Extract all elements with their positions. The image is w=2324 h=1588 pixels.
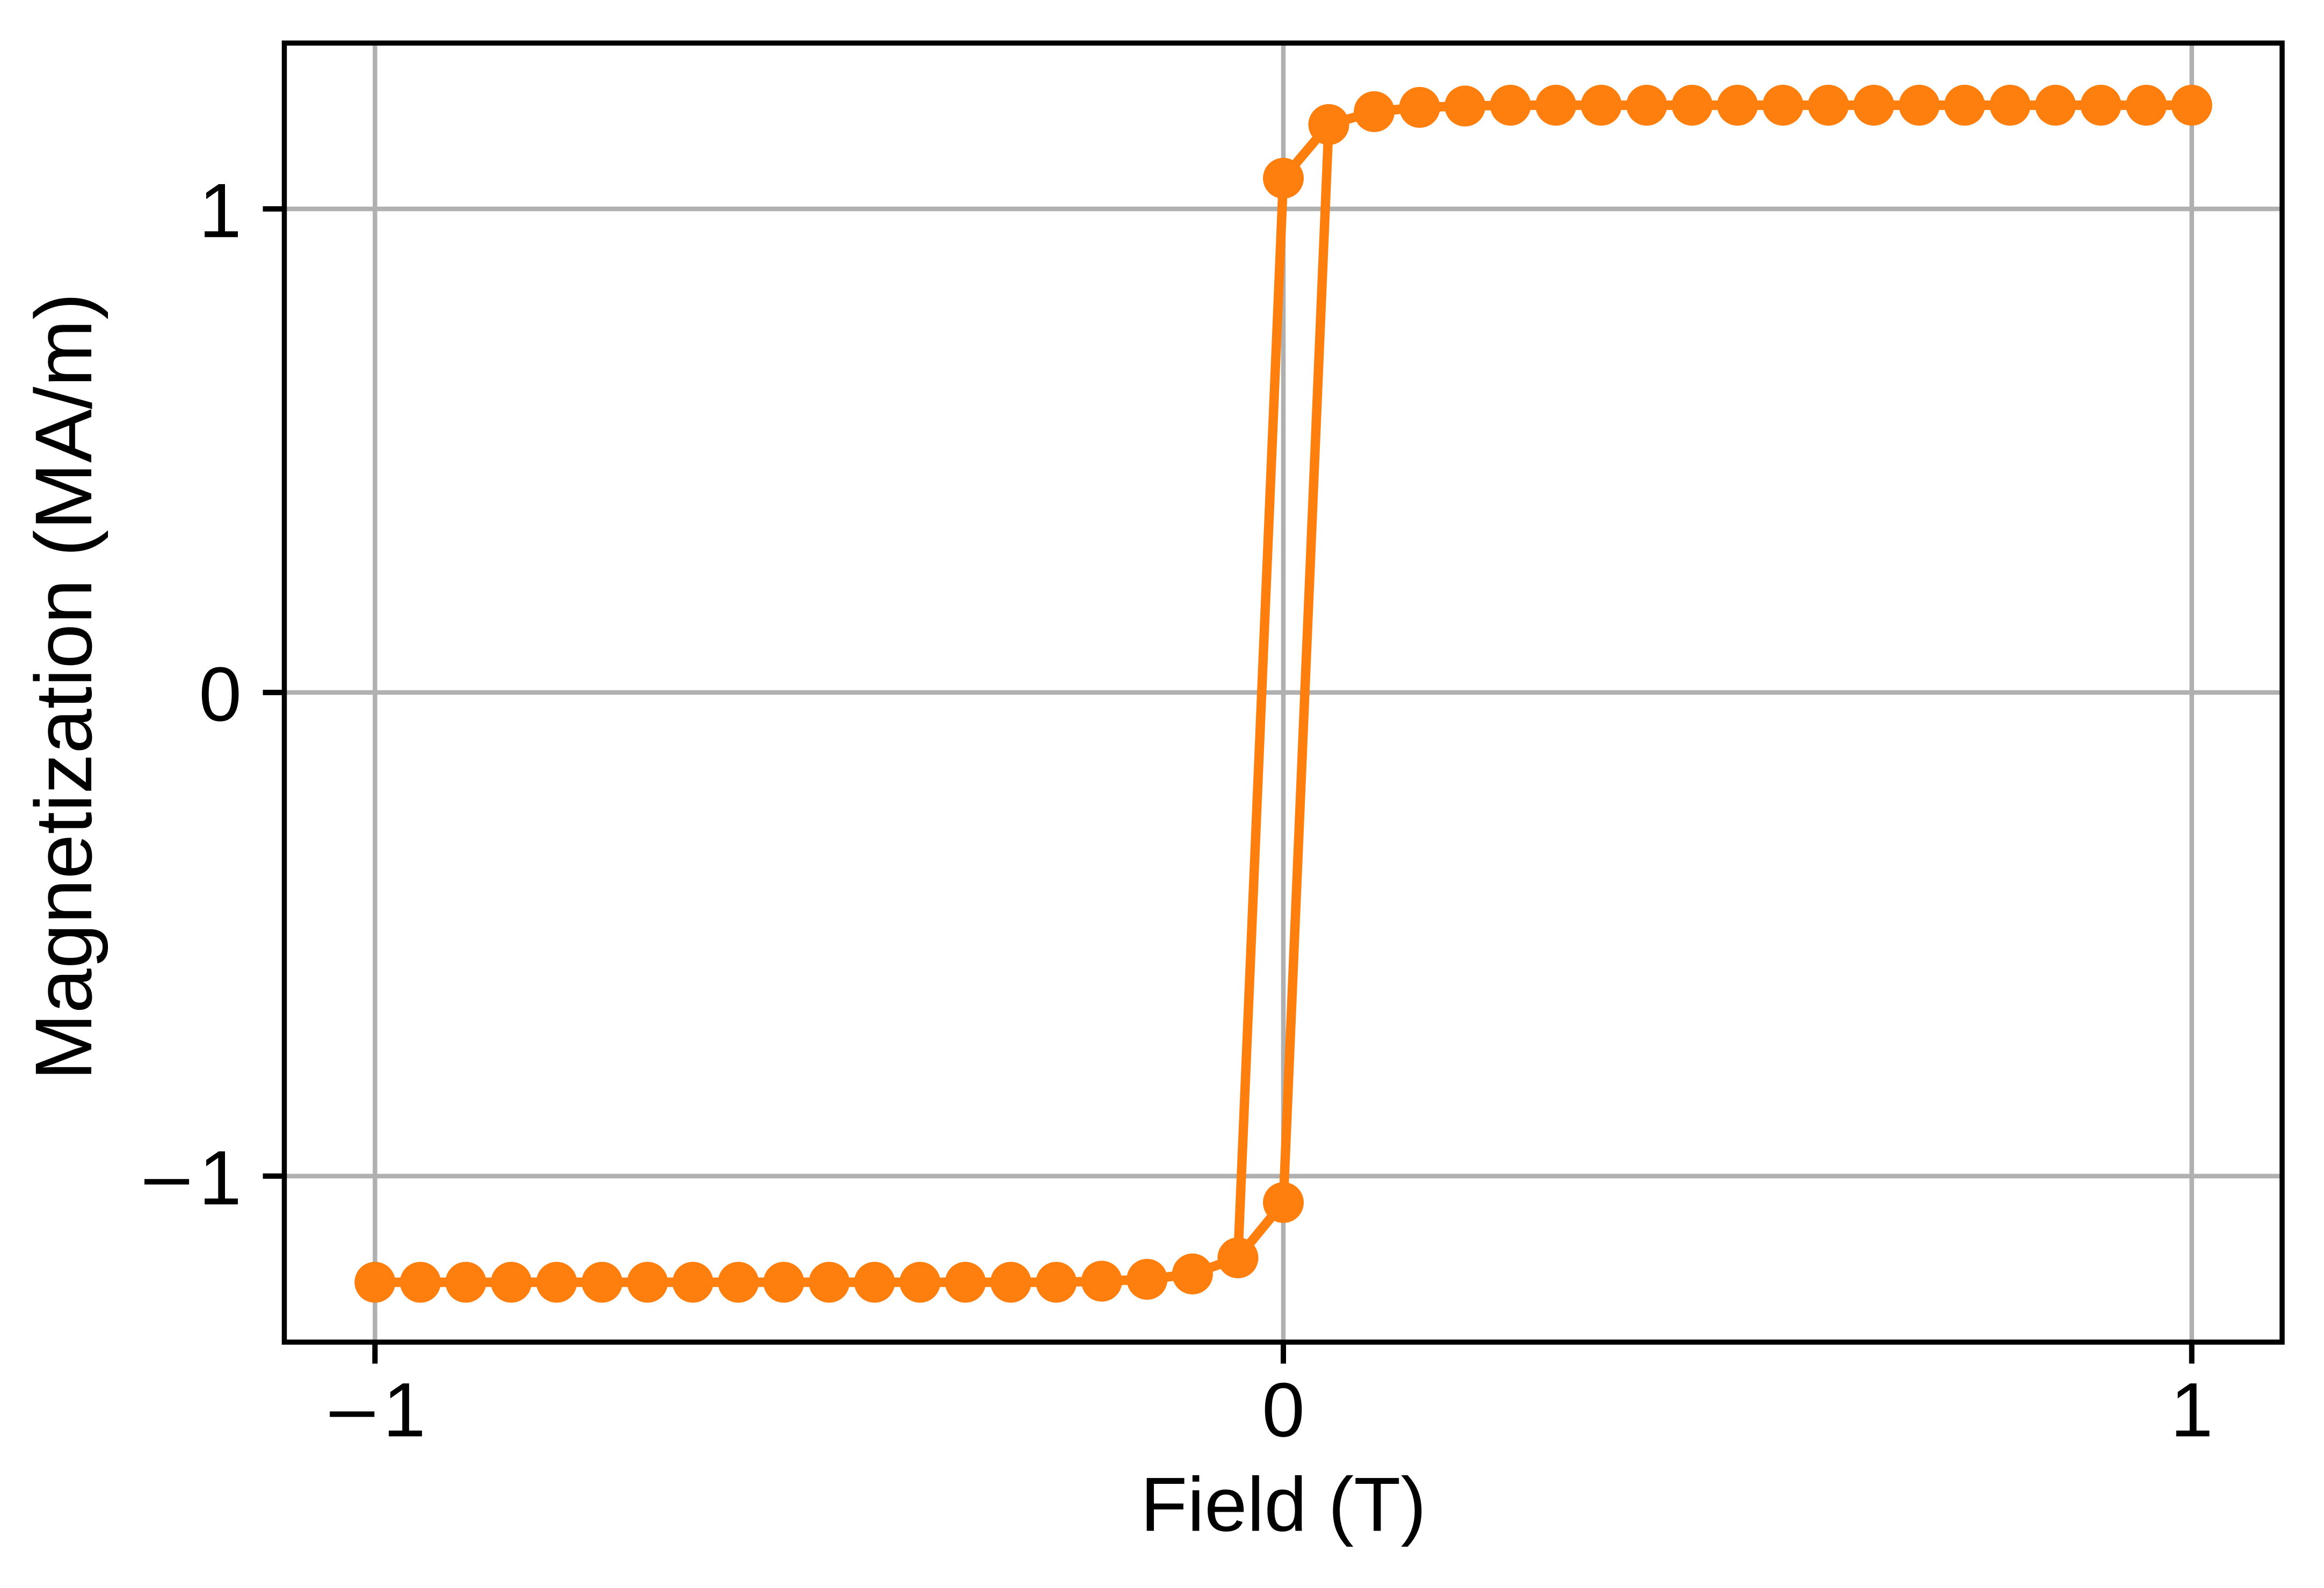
svg-text:1: 1	[383, 1367, 426, 1453]
svg-text:Field (T): Field (T)	[1141, 1462, 1426, 1548]
svg-text:Magnetization (MA/m): Magnetization (MA/m)	[18, 293, 108, 1080]
svg-text:1: 1	[199, 1135, 242, 1221]
svg-text:1: 1	[199, 168, 242, 254]
svg-text:1: 1	[2170, 1367, 2213, 1453]
svg-text:0: 0	[1262, 1367, 1305, 1453]
svg-text:0: 0	[199, 651, 242, 737]
